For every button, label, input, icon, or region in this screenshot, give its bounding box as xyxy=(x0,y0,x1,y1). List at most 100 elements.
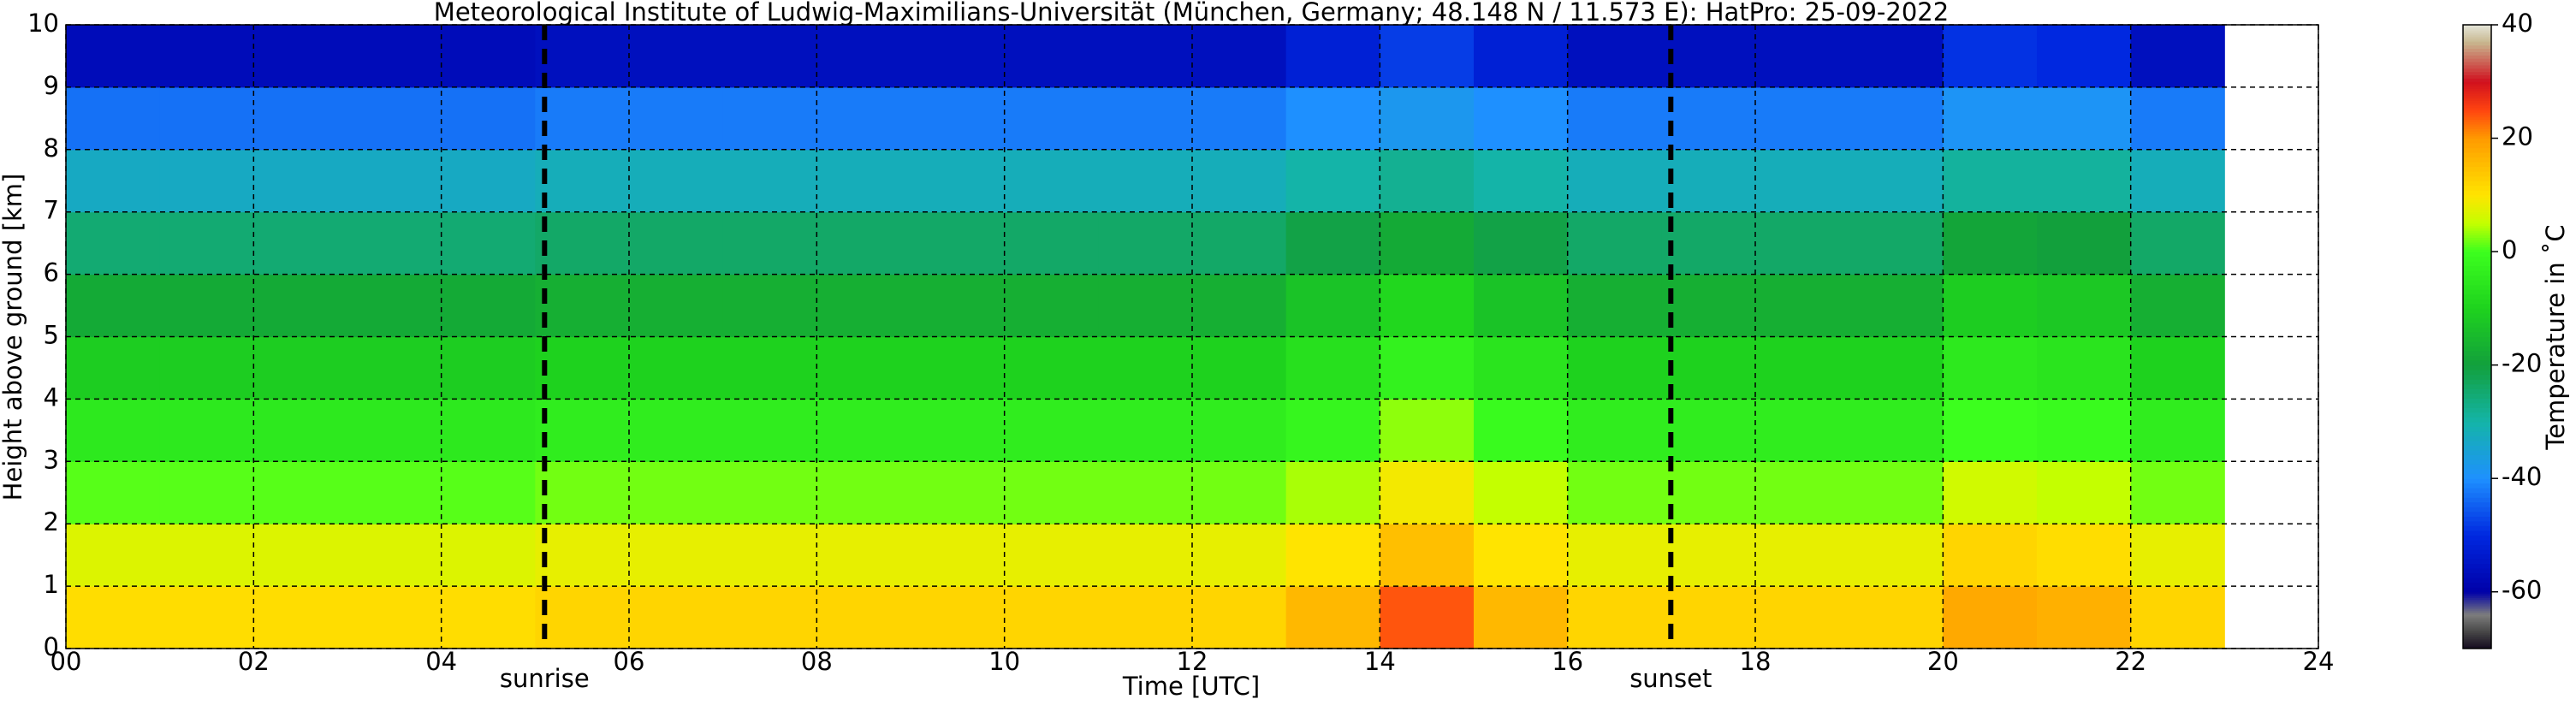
colorbar-segment xyxy=(2463,55,2491,59)
heatmap-cell xyxy=(253,399,348,462)
colorbar-segment xyxy=(2463,135,2491,139)
colorbar-segment xyxy=(2463,511,2491,517)
colorbar-segment xyxy=(2463,572,2491,578)
colorbar-segment xyxy=(2463,360,2491,366)
colorbar-segment xyxy=(2463,539,2491,545)
y-tick-label: 9 xyxy=(44,71,59,100)
heatmap-cell xyxy=(722,586,817,649)
heatmap-cell xyxy=(159,461,254,524)
y-axis-label: Height above ground [km] xyxy=(0,174,27,501)
colorbar-segment xyxy=(2463,317,2491,323)
heatmap-cell xyxy=(722,399,817,462)
heatmap-cell xyxy=(347,461,442,524)
heatmap-cell xyxy=(1380,25,1475,88)
heatmap-cell xyxy=(816,524,911,587)
heatmap-cell xyxy=(1661,86,1756,151)
heatmap-cell xyxy=(1285,25,1380,88)
colorbar-segment xyxy=(2463,44,2491,50)
heatmap-cell xyxy=(66,25,161,88)
colorbar-segment xyxy=(2463,640,2491,643)
colorbar-segment xyxy=(2463,197,2491,200)
y-tick-label: 8 xyxy=(44,133,59,163)
heatmap-cell xyxy=(1474,586,1569,649)
heatmap-cell xyxy=(1755,211,1850,275)
heatmap-cell xyxy=(1380,274,1475,337)
heatmap-cell xyxy=(1849,461,1944,524)
heatmap-cell xyxy=(1380,211,1475,275)
event-label: sunrise xyxy=(500,664,590,693)
colorbar-segment xyxy=(2463,228,2491,231)
heatmap-cell xyxy=(1661,211,1756,275)
colorbar-segment xyxy=(2463,593,2491,596)
heatmap-cell xyxy=(66,211,161,275)
heatmap-cell xyxy=(2037,586,2132,649)
colorbar-segment xyxy=(2463,175,2491,181)
heatmap-cell xyxy=(816,586,911,649)
colorbar-segment xyxy=(2463,299,2491,305)
x-tick-label: 16 xyxy=(1552,647,1583,676)
colorbar-segment xyxy=(2463,507,2491,512)
colorbar-segment xyxy=(2463,364,2491,370)
colorbar-segment xyxy=(2463,605,2491,607)
heatmap-cell xyxy=(159,274,254,337)
heatmap-cell xyxy=(347,524,442,587)
colorbar-segment xyxy=(2463,435,2491,441)
heatmap-cell xyxy=(253,274,348,337)
y-tick-label: 10 xyxy=(27,9,59,38)
colorbar-segment xyxy=(2463,28,2491,32)
colorbar-segment xyxy=(2463,398,2491,404)
heatmap-cell xyxy=(911,524,1006,587)
heatmap-cell xyxy=(1661,274,1756,337)
colorbar-segment xyxy=(2463,608,2491,612)
heatmap-cell xyxy=(1567,25,1662,88)
colorbar-segment xyxy=(2463,621,2491,624)
colorbar-segment xyxy=(2463,234,2491,239)
heatmap-cell xyxy=(1004,524,1099,587)
heatmap-cell xyxy=(2037,25,2132,88)
heatmap-cell xyxy=(1661,586,1756,649)
heatmap-cell xyxy=(1755,461,1850,524)
colorbar-segment xyxy=(2463,370,2491,376)
heatmap-cell xyxy=(911,586,1006,649)
chart-title: Meteorological Institute of Ludwig-Maxim… xyxy=(434,0,1949,27)
colorbar-segment xyxy=(2463,473,2491,479)
heatmap-cell xyxy=(1474,86,1569,151)
colorbar-segment xyxy=(2463,535,2491,541)
colorbar-segment xyxy=(2463,284,2491,290)
heatmap-cell xyxy=(816,211,911,275)
heatmap-cell xyxy=(1943,149,2038,213)
heatmap-cell xyxy=(1849,274,1944,337)
colorbar-segment xyxy=(2463,107,2491,110)
colorbar-segment xyxy=(2463,488,2491,494)
colorbar-segment xyxy=(2463,230,2491,234)
heatmap-cell xyxy=(535,524,630,587)
heatmap-cell xyxy=(159,86,254,151)
colorbar-segment xyxy=(2463,636,2491,638)
colorbar-segment xyxy=(2463,133,2491,137)
heatmap-cell xyxy=(1474,336,1569,400)
colorbar-segment xyxy=(2463,624,2491,626)
colorbar-segment xyxy=(2463,331,2491,337)
heatmap-cell xyxy=(1567,211,1662,275)
heatmap-cell xyxy=(1849,86,1944,151)
colorbar-segment xyxy=(2463,520,2491,526)
colorbar-segment xyxy=(2463,607,2491,610)
colorbar-segment xyxy=(2463,322,2491,328)
event-label: sunset xyxy=(1629,664,1712,693)
colorbar-segment xyxy=(2463,265,2491,271)
colorbar-segment xyxy=(2463,625,2491,628)
colorbar-segment xyxy=(2463,632,2491,635)
colorbar-segment xyxy=(2463,613,2491,615)
heatmap-cell xyxy=(629,25,724,88)
heatmap-cell xyxy=(159,211,254,275)
colorbar-tick-label: 0 xyxy=(2502,235,2517,264)
colorbar-segment xyxy=(2463,289,2491,295)
colorbar-segment xyxy=(2463,222,2491,227)
colorbar-segment xyxy=(2463,112,2491,116)
colorbar-segment xyxy=(2463,126,2491,129)
colorbar-segment xyxy=(2463,303,2491,309)
heatmap-cell xyxy=(1849,524,1944,587)
heatmap-cell xyxy=(1474,149,1569,213)
colorbar-segment xyxy=(2463,143,2491,149)
